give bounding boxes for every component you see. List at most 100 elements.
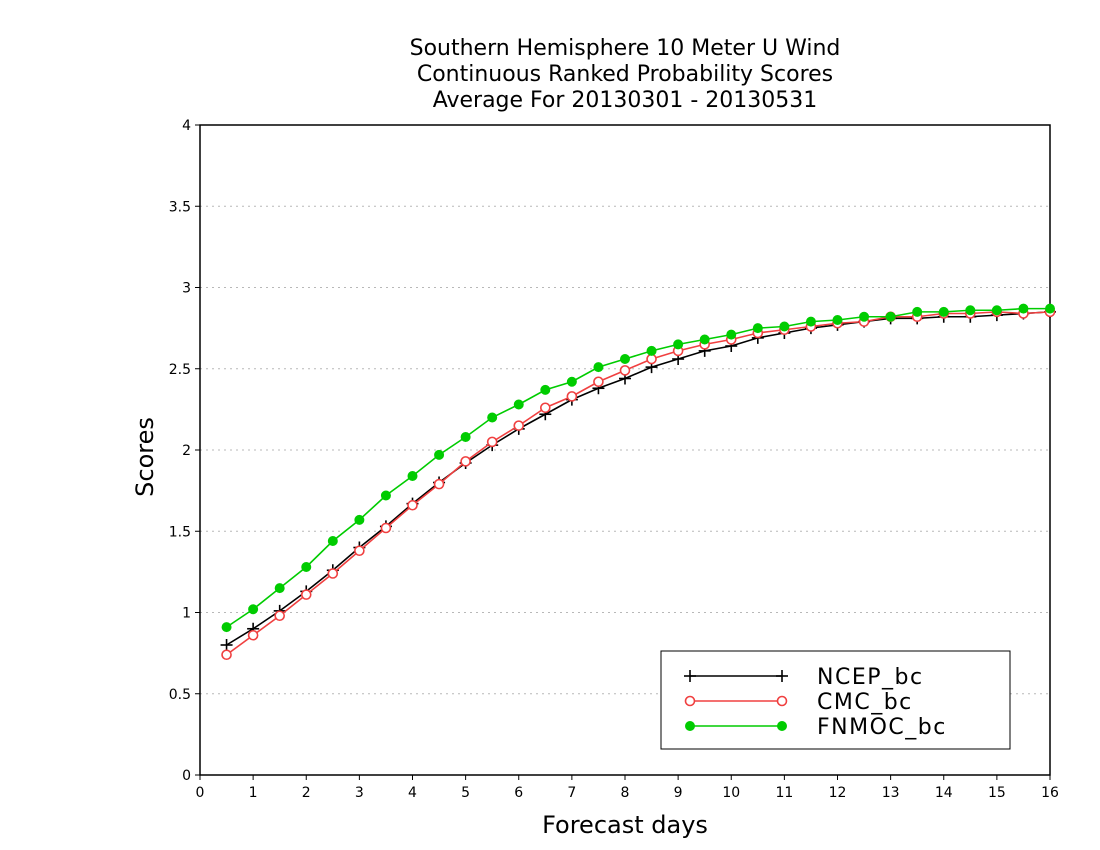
series-line	[226, 311, 1051, 656]
y-tick-label: 3	[182, 281, 191, 297]
x-tick-label: 7	[567, 785, 576, 801]
data-point	[685, 721, 695, 731]
data-point	[380, 522, 392, 534]
data-point	[354, 545, 365, 557]
chart-title-line-1: Southern Hemisphere 10 Meter U Wind	[409, 36, 841, 61]
y-tick-label: 0	[182, 768, 191, 784]
data-point	[221, 649, 232, 661]
data-point	[1018, 303, 1029, 314]
x-tick-label: 0	[196, 785, 205, 801]
data-point	[327, 568, 339, 579]
data-point	[407, 499, 418, 511]
data-point	[460, 432, 471, 442]
data-point	[540, 384, 551, 395]
x-tick-label: 2	[302, 785, 311, 801]
y-axis: 0 0.5 1 1.5 2 2.5 3 3.5 4	[169, 118, 200, 784]
legend-entry: FNMOC_bc	[685, 715, 947, 740]
legend-entry: CMC_bc	[684, 690, 913, 715]
gridlines	[200, 205, 1050, 695]
data-point	[354, 514, 365, 525]
data-point	[777, 721, 787, 731]
data-point	[832, 315, 843, 325]
data-point	[646, 345, 657, 356]
data-point	[684, 695, 696, 707]
y-tick-label: 2.5	[169, 362, 191, 378]
x-tick-label: 13	[882, 785, 900, 801]
series-FNMOC_bc	[221, 303, 1055, 633]
data-point	[513, 399, 524, 410]
x-tick-label: 1	[249, 785, 258, 801]
x-tick-label: 10	[722, 785, 740, 801]
data-point	[776, 695, 788, 707]
data-point	[620, 354, 630, 364]
data-point	[301, 562, 312, 572]
y-axis-label: Scores	[131, 417, 159, 497]
data-point	[566, 391, 578, 402]
data-point	[859, 311, 870, 322]
data-point	[221, 622, 232, 633]
data-point	[779, 321, 790, 332]
legend-entry: NCEP_bc	[684, 665, 924, 690]
y-tick-label: 4	[182, 118, 191, 134]
y-tick-label: 1.5	[169, 524, 191, 540]
data-point	[593, 362, 604, 373]
data-point	[434, 449, 445, 460]
data-point	[487, 412, 498, 423]
data-point	[991, 305, 1002, 316]
x-axis: 0 1 2 3 4 5 6 7 8 9 10 11 12 13 14 15 16	[196, 775, 1059, 801]
x-axis-label: Forecast days	[542, 811, 708, 839]
data-point	[274, 583, 285, 594]
chart-title-line-2: Continuous Ranked Probability Scores	[416, 62, 834, 87]
data-point	[965, 305, 976, 316]
chart-title-line-3: Average For 20130301 - 20130531	[432, 88, 818, 113]
x-tick-label: 14	[935, 785, 953, 801]
legend-label: FNMOC_bc	[817, 715, 947, 740]
data-point	[752, 323, 763, 334]
data-point	[407, 471, 418, 481]
y-tick-label: 0.5	[169, 687, 191, 703]
data-point	[513, 420, 525, 431]
data-point	[885, 311, 896, 322]
series-line	[226, 311, 1051, 646]
data-point	[1045, 303, 1055, 314]
y-tick-label: 1	[182, 606, 191, 622]
legend-label: NCEP_bc	[817, 665, 924, 690]
series-layer	[220, 303, 1056, 661]
data-point	[593, 376, 604, 388]
x-tick-label: 9	[674, 785, 683, 801]
y-tick-label: 2	[182, 443, 191, 459]
data-point	[433, 478, 445, 490]
legend-label: CMC_bc	[817, 690, 913, 715]
data-point	[805, 316, 816, 327]
x-tick-label: 5	[461, 785, 470, 801]
data-point	[726, 329, 737, 340]
x-tick-label: 4	[408, 785, 417, 801]
data-point	[912, 306, 923, 317]
x-tick-label: 12	[829, 785, 847, 801]
data-point	[380, 490, 391, 501]
data-point	[327, 536, 338, 546]
data-point	[938, 306, 949, 317]
x-tick-label: 6	[514, 785, 523, 801]
data-point	[699, 334, 710, 345]
series-CMC_bc	[221, 306, 1056, 661]
x-tick-label: 3	[355, 785, 364, 801]
series-line	[226, 307, 1050, 628]
data-point	[619, 365, 631, 376]
data-point	[540, 402, 551, 414]
x-tick-label: 15	[988, 785, 1006, 801]
data-point	[247, 629, 259, 641]
data-point	[300, 589, 312, 600]
data-point	[566, 376, 577, 387]
data-point	[460, 456, 471, 467]
data-point	[673, 339, 684, 350]
x-tick-label: 8	[621, 785, 630, 801]
legend-box	[660, 650, 1011, 750]
data-point	[486, 436, 498, 448]
data-point	[274, 610, 285, 622]
y-tick-label: 3.5	[169, 199, 191, 215]
x-tick-label: 11	[775, 785, 793, 801]
